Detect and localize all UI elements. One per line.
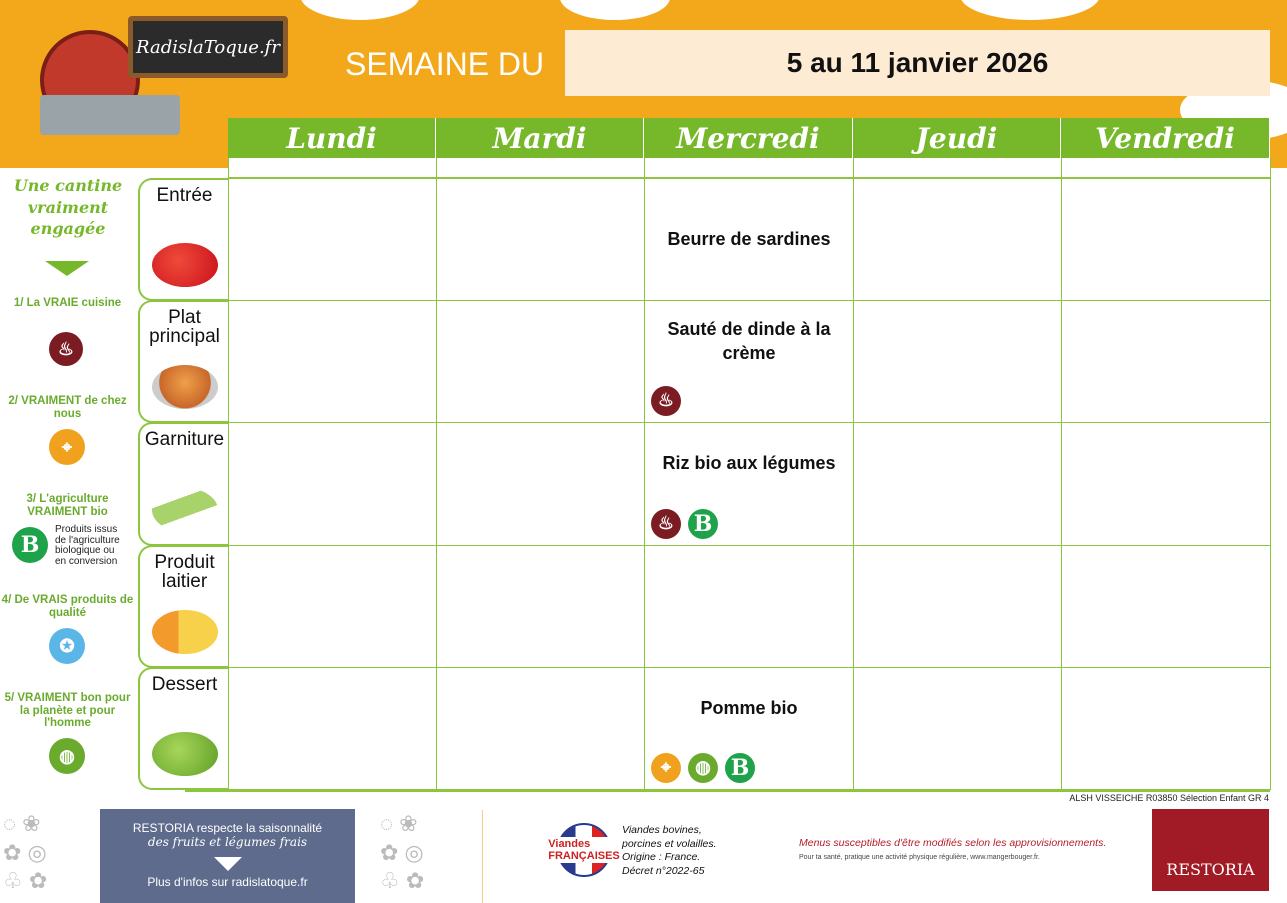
more-info-link[interactable]: Plus d'infos sur radislatoque.fr [147, 875, 308, 889]
menu-cell [436, 545, 645, 668]
menu-cell: Sauté de dinde à la crème ♨ [644, 300, 854, 423]
menu-cell [1061, 300, 1271, 423]
menu-cell [436, 667, 645, 790]
menu-cell [853, 300, 1062, 423]
menu-cell [853, 178, 1062, 301]
blank-subheader [228, 158, 437, 178]
health-message: Pour ta santé, pratique une activité phy… [799, 854, 1040, 861]
arrow-down-icon [45, 261, 89, 276]
row-label-text: Produit laitier [154, 552, 215, 592]
menu-cell [1061, 545, 1271, 668]
menu-cell [436, 300, 645, 423]
menu-cell [1061, 667, 1271, 790]
row-label: Produit laitier [138, 545, 229, 668]
week-label: SEMAINE DU [345, 46, 545, 82]
vf-line-1: Viandes bovines, [622, 824, 702, 836]
dish-name: Riz bio aux légumes [662, 453, 836, 474]
pot-icon: ♨ [651, 509, 681, 539]
row-label-text: Entrée [156, 185, 213, 206]
dish-name: Sauté de dinde à la crème [667, 319, 831, 363]
pot-icon: ♨ [49, 332, 83, 366]
commitment-1: 1/ La VRAIE cuisine [13, 297, 122, 309]
day-header-vendredi: Vendredi [1061, 118, 1270, 158]
commitment-5: 5/ VRAIMENT bon pour la planète et pour … [4, 692, 131, 730]
stove-illustration [40, 95, 180, 135]
vf-origin: Origine : France. [622, 851, 701, 864]
blank-subheader [436, 158, 645, 178]
menu-cell [853, 667, 1062, 790]
row-label: Garniture [138, 422, 229, 546]
menu-cell [853, 545, 1062, 668]
pot-icon: ♨ [651, 386, 681, 416]
menu-cell [644, 545, 854, 668]
cheese-illustration [152, 610, 218, 654]
menu-cell: Beurre de sardines [644, 178, 854, 301]
divider [482, 810, 483, 903]
arrow-down-icon [213, 857, 242, 871]
apple-illustration [152, 732, 218, 776]
day-header-jeudi: Jeudi [853, 118, 1061, 158]
roast-chicken-illustration [152, 365, 218, 409]
bio-icon: B [725, 753, 755, 783]
local-icon: ⌖ [49, 429, 85, 465]
reference-text: ALSH VISSEICHE R03850 Sélection Enfant G… [1069, 793, 1269, 803]
day-header-lundi: Lundi [228, 118, 436, 158]
menu-cell: Riz bio aux légumes ♨ B [644, 422, 854, 546]
footer-divider [185, 790, 1270, 792]
vf-line-2: porcines et volailles. [622, 837, 717, 850]
bio-icon: B [688, 509, 718, 539]
row-label: Entrée [138, 178, 229, 301]
commitment-4: 4/ De VRAIS produits de qualité [1, 594, 134, 619]
dish-name: Beurre de sardines [667, 228, 831, 249]
blank-subheader [1061, 158, 1271, 178]
bio-note: Produits issus de l'agriculture biologiq… [55, 524, 120, 567]
tagline: Une cantine vraiment engagée [13, 176, 123, 239]
logo[interactable]: RadislaToque.fr [128, 16, 288, 78]
menu-cell [853, 422, 1062, 546]
vegetable-doodles-right: ◌ ❀ ✿ ◎ ♧ ✿ [380, 811, 425, 894]
row-label-text: Plat principal [149, 307, 220, 347]
row-label: Plat principal [138, 300, 229, 423]
menu-cell [1061, 178, 1271, 301]
menu-cell [228, 545, 437, 668]
menu-cell [228, 300, 437, 423]
commitment-2: 2/ VRAIMENT de chez nous [8, 395, 127, 420]
season-banner: RESTORIA respecte la saisonnalité des fr… [100, 809, 355, 903]
row-label-text: Dessert [151, 674, 218, 695]
season-line-2: des fruits et légumes frais [147, 835, 308, 849]
commitment-3: 3/ L'agriculture VRAIMENT bio [26, 493, 109, 518]
vf-decree: Décret n°2022-65 [622, 864, 705, 877]
bio-icon: B [12, 527, 48, 563]
menu-cell [228, 178, 437, 301]
restoria-logo: RESTORIA [1152, 809, 1269, 891]
day-header-mercredi: Mercredi [644, 118, 853, 158]
menu-cell [228, 422, 437, 546]
peas-illustration [152, 488, 218, 532]
planet-icon: ◍ [49, 738, 85, 774]
menu-cell: Pomme bio ⌖ ◍ B [644, 667, 854, 790]
planet-icon: ◍ [688, 753, 718, 783]
blank-subheader [853, 158, 1062, 178]
menu-cell [228, 667, 437, 790]
vegetable-doodles-left: ◌ ❀ ✿ ◎ ♧ ✿ [3, 811, 48, 894]
meat-origin: Viandes bovines, porcines et volailles. … [622, 824, 717, 879]
dish-name: Pomme bio [700, 697, 798, 718]
row-label-text: Garniture [144, 429, 225, 450]
menu-cell [1061, 422, 1271, 546]
viandes-francaises-logo: Viandes FRANÇAISES [547, 823, 621, 877]
season-line-1: RESTORIA respecte la saisonnalité [132, 821, 323, 835]
tomato-illustration [152, 243, 218, 287]
menu-cell [436, 422, 645, 546]
vf-logo-text: Viandes FRANÇAISES [547, 837, 621, 863]
day-header-mardi: Mardi [436, 118, 644, 158]
week-dates: 5 au 11 janvier 2026 [565, 30, 1270, 96]
disclaimer: Menus susceptibles d'être modifiés selon… [799, 837, 1107, 849]
row-label: Dessert [138, 667, 229, 790]
menu-cell [436, 178, 645, 301]
local-icon: ⌖ [651, 753, 681, 783]
blank-subheader [644, 158, 854, 178]
quality-icon: ✪ [49, 628, 85, 664]
